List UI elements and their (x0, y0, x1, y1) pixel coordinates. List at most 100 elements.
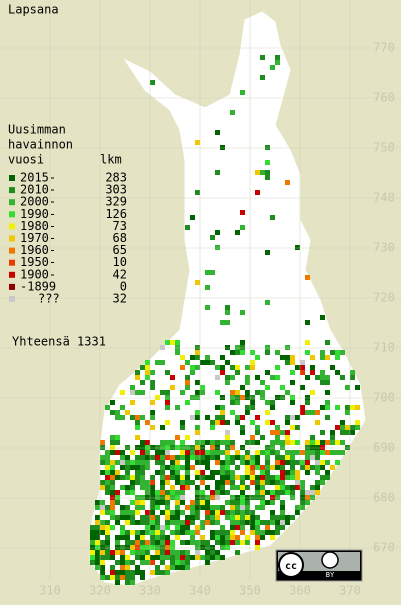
observation-square (280, 505, 285, 510)
observation-square (195, 380, 200, 385)
observation-square (185, 515, 190, 520)
observation-square (320, 450, 325, 455)
observation-square (175, 535, 180, 540)
observation-square (215, 520, 220, 525)
observation-square (165, 405, 170, 410)
observation-square (315, 485, 320, 490)
observation-square (250, 530, 255, 535)
observation-square (310, 355, 315, 360)
observation-square (210, 420, 215, 425)
observation-square (260, 500, 265, 505)
observation-square (215, 420, 220, 425)
observation-square (115, 545, 120, 550)
observation-square (160, 445, 165, 450)
observation-square (180, 540, 185, 545)
observation-square (175, 435, 180, 440)
observation-square (110, 400, 115, 405)
observation-square (190, 445, 195, 450)
observation-square (195, 280, 200, 285)
y-label: 770 (373, 41, 395, 55)
observation-square (245, 365, 250, 370)
observation-square (295, 425, 300, 430)
observation-square (195, 555, 200, 560)
observation-square (330, 350, 335, 355)
observation-square (230, 400, 235, 405)
observation-square (150, 560, 155, 565)
observation-square (270, 490, 275, 495)
observation-square (275, 515, 280, 520)
y-label: 690 (373, 441, 395, 455)
observation-square (280, 430, 285, 435)
observation-square (355, 420, 360, 425)
observation-square (145, 540, 150, 545)
observation-square (255, 415, 260, 420)
observation-square (130, 570, 135, 575)
observation-square (240, 525, 245, 530)
observation-square (255, 540, 260, 545)
observation-square (205, 540, 210, 545)
observation-square (205, 495, 210, 500)
legend-swatch (9, 235, 15, 242)
observation-square (135, 390, 140, 395)
observation-square (160, 540, 165, 545)
observation-square (155, 525, 160, 530)
observation-square (185, 360, 190, 365)
observation-square (190, 450, 195, 455)
observation-square (305, 375, 310, 380)
observation-square (245, 500, 250, 505)
observation-square (145, 485, 150, 490)
observation-square (300, 360, 305, 365)
observation-square (100, 455, 105, 460)
observation-square (105, 540, 110, 545)
observation-square (110, 440, 115, 445)
observation-square (315, 450, 320, 455)
observation-square (200, 540, 205, 545)
observation-square (165, 420, 170, 425)
observation-square (270, 430, 275, 435)
observation-square (315, 490, 320, 495)
observation-square (250, 395, 255, 400)
observation-square (100, 540, 105, 545)
observation-square (140, 530, 145, 535)
observation-square (160, 530, 165, 535)
observation-square (235, 450, 240, 455)
observation-square (215, 530, 220, 535)
observation-square (240, 460, 245, 465)
observation-square (230, 535, 235, 540)
observation-square (250, 460, 255, 465)
observation-square (165, 400, 170, 405)
observation-square (180, 365, 185, 370)
observation-square (195, 530, 200, 535)
observation-square (290, 495, 295, 500)
observation-square (215, 490, 220, 495)
observation-square (195, 540, 200, 545)
observation-square (170, 375, 175, 380)
observation-square (240, 385, 245, 390)
observation-square (250, 510, 255, 515)
observation-square (265, 470, 270, 475)
legend-swatch (9, 223, 15, 230)
observation-square (315, 460, 320, 465)
observation-square (165, 450, 170, 455)
observation-square (210, 555, 215, 560)
observation-square (320, 460, 325, 465)
observation-square (95, 550, 100, 555)
observation-square (165, 540, 170, 545)
observation-square (115, 460, 120, 465)
observation-square (210, 535, 215, 540)
observation-square (230, 520, 235, 525)
observation-square (310, 440, 315, 445)
observation-square (290, 450, 295, 455)
observation-square (240, 445, 245, 450)
observation-square (255, 545, 260, 550)
observation-square (275, 530, 280, 535)
observation-square (270, 215, 275, 220)
observation-square (215, 405, 220, 410)
observation-square (320, 465, 325, 470)
observation-square (265, 350, 270, 355)
observation-square (115, 475, 120, 480)
observation-square (125, 535, 130, 540)
observation-square (340, 425, 345, 430)
observation-square (155, 455, 160, 460)
observation-square (285, 180, 290, 185)
